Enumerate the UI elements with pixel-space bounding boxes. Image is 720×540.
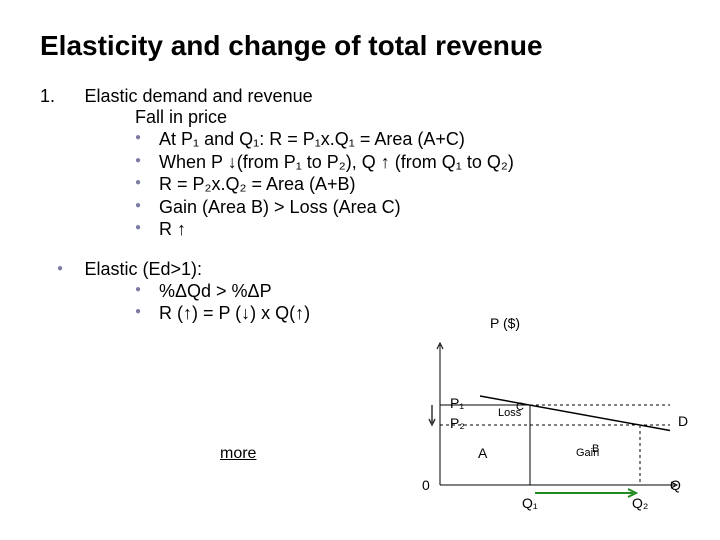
p2-label: P₂ [450, 415, 465, 431]
list-item: At P₁ and Q₁: R = P₁x.Q₁ = Area (A+C) [135, 128, 680, 151]
section-subheading: Fall in price [135, 107, 680, 128]
section2-list: %ΔQd > %ΔP R (↑) = P (↓) x Q(↑) [135, 280, 680, 325]
q2-label: Q₂ [632, 495, 648, 511]
more-link[interactable]: more [220, 445, 256, 463]
loss-label: Loss [498, 407, 521, 419]
list-item: When P ↓(from P₁ to P₂), Q ↑ (from Q₁ to… [135, 151, 680, 174]
section-heading: Elastic demand and revenue [84, 86, 312, 107]
area-a-label: A [478, 445, 487, 461]
d-label: D [678, 413, 688, 429]
section-1: 1. Elastic demand and revenue Fall in pr… [40, 86, 680, 241]
q-axis-label: Q [670, 477, 681, 493]
bullet-icon: ● [40, 259, 80, 274]
gain-label: Gain [576, 447, 599, 459]
list-item: R = P₂x.Q₂ = Area (A+B) [135, 173, 680, 196]
section2-heading: Elastic (Ed>1): [84, 259, 202, 280]
origin-label: 0 [422, 477, 430, 493]
list-item: Gain (Area B) > Loss (Area C) [135, 196, 680, 219]
revenue-chart: P₁ P₂ 0 Q₁ Q₂ Q A B C Loss Gain D [410, 335, 690, 510]
section1-list: At P₁ and Q₁: R = P₁x.Q₁ = Area (A+C) Wh… [135, 128, 680, 241]
section-number: 1. [40, 86, 80, 107]
section-2: ● Elastic (Ed>1): %ΔQd > %ΔP R (↑) = P (… [40, 259, 680, 325]
p-axis-label: P ($) [490, 315, 520, 331]
page-title: Elasticity and change of total revenue [40, 30, 680, 62]
list-item: R ↑ [135, 218, 680, 241]
list-item: %ΔQd > %ΔP [135, 280, 680, 303]
p1-label: P₁ [450, 395, 464, 411]
list-item: R (↑) = P (↓) x Q(↑) [135, 302, 680, 325]
q1-label: Q₁ [522, 495, 538, 511]
